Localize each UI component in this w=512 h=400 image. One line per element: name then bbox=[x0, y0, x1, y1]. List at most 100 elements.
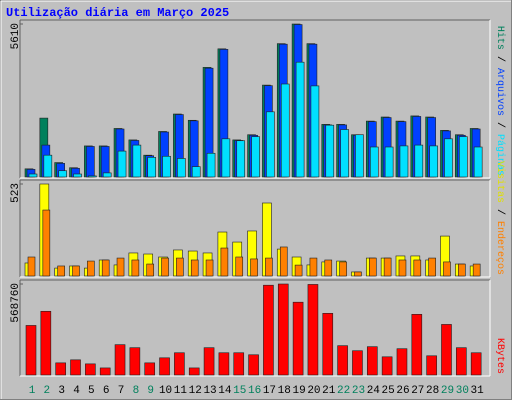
bar bbox=[366, 346, 378, 376]
bar bbox=[102, 172, 112, 178]
bar bbox=[117, 150, 127, 178]
bar bbox=[85, 363, 96, 376]
bar bbox=[72, 265, 80, 277]
bar bbox=[384, 146, 394, 178]
bar bbox=[266, 111, 275, 178]
bar bbox=[161, 257, 169, 277]
bar bbox=[277, 283, 289, 376]
x-tick-label: 14 bbox=[218, 385, 232, 397]
x-tick-label: 20 bbox=[307, 385, 320, 397]
legend-entry: Hits bbox=[494, 26, 506, 50]
bar bbox=[429, 145, 438, 178]
bar bbox=[310, 85, 320, 178]
x-tick-label: 28 bbox=[426, 385, 439, 397]
bar bbox=[414, 144, 424, 178]
bar bbox=[263, 284, 274, 376]
bar bbox=[191, 166, 201, 178]
x-tick-label: 17 bbox=[263, 385, 276, 397]
bar bbox=[144, 362, 156, 376]
bar bbox=[233, 352, 245, 376]
legend: Visitas / Endereços bbox=[494, 161, 506, 275]
x-tick-label: 25 bbox=[382, 385, 395, 397]
bar bbox=[87, 260, 95, 277]
bar bbox=[428, 257, 436, 277]
bar bbox=[368, 257, 377, 277]
bar bbox=[324, 259, 333, 277]
bar bbox=[203, 347, 215, 376]
legend-separator: / bbox=[494, 116, 506, 134]
bar bbox=[459, 136, 468, 178]
x-tick-label: 23 bbox=[352, 385, 365, 397]
bar bbox=[116, 257, 125, 277]
bar bbox=[55, 362, 66, 376]
bar bbox=[42, 209, 51, 277]
x-tick-label: 13 bbox=[203, 385, 216, 397]
x-tick-label: 30 bbox=[456, 385, 469, 397]
bar bbox=[307, 284, 319, 376]
bar bbox=[339, 261, 347, 277]
bar bbox=[279, 246, 288, 277]
legend-entry: KBytes bbox=[494, 338, 505, 374]
x-tick-label: 19 bbox=[292, 385, 305, 397]
bar bbox=[159, 357, 170, 376]
bar bbox=[220, 247, 229, 277]
bar bbox=[25, 325, 37, 376]
bar bbox=[399, 145, 409, 178]
bar bbox=[28, 173, 38, 178]
bar bbox=[131, 259, 140, 277]
x-tick-label: 3 bbox=[58, 385, 65, 397]
x-tick-label: 12 bbox=[189, 385, 202, 397]
x-tick-label: 11 bbox=[174, 385, 188, 397]
x-tick-label: 8 bbox=[133, 385, 140, 397]
bar bbox=[470, 352, 482, 376]
legend-separator: / bbox=[494, 50, 506, 68]
bar bbox=[101, 259, 110, 277]
bar bbox=[472, 263, 481, 277]
bar bbox=[114, 344, 126, 376]
bar bbox=[27, 256, 36, 277]
x-tick-label: 21 bbox=[322, 385, 336, 397]
x-tick-label: 24 bbox=[367, 385, 381, 397]
bar bbox=[441, 324, 452, 376]
bar bbox=[70, 359, 81, 376]
bar bbox=[146, 263, 155, 277]
x-tick-label: 7 bbox=[118, 385, 125, 397]
bar bbox=[396, 348, 408, 376]
bar bbox=[40, 310, 52, 376]
bar bbox=[162, 155, 171, 178]
bar bbox=[381, 356, 393, 376]
y-tick-label: 5610 bbox=[10, 23, 22, 49]
bar bbox=[355, 134, 364, 178]
x-tick-label: 4 bbox=[73, 385, 80, 397]
bar bbox=[325, 124, 335, 178]
bar bbox=[206, 152, 216, 178]
bar bbox=[265, 257, 273, 277]
x-tick-label: 2 bbox=[44, 385, 51, 397]
x-tick-label: 27 bbox=[411, 385, 424, 397]
bar bbox=[337, 345, 348, 376]
x-tick-label: 1 bbox=[29, 385, 36, 397]
bar bbox=[248, 354, 259, 376]
bar bbox=[473, 146, 483, 178]
bar bbox=[58, 170, 67, 178]
bar bbox=[100, 146, 110, 178]
bar bbox=[236, 140, 246, 178]
bar bbox=[221, 138, 231, 178]
bar bbox=[444, 138, 453, 178]
y-tick-label: 523 bbox=[10, 183, 22, 203]
bar bbox=[426, 355, 437, 376]
bar bbox=[57, 265, 65, 277]
bar bbox=[251, 136, 260, 178]
bar bbox=[235, 256, 244, 277]
bar bbox=[88, 175, 97, 178]
bar bbox=[322, 313, 334, 376]
legend-entry: Endereços bbox=[494, 221, 506, 275]
bar bbox=[369, 146, 379, 178]
bar bbox=[188, 367, 200, 376]
bar bbox=[177, 158, 186, 178]
x-tick-label: 10 bbox=[159, 385, 172, 397]
bar bbox=[147, 157, 157, 178]
bar bbox=[309, 257, 318, 277]
